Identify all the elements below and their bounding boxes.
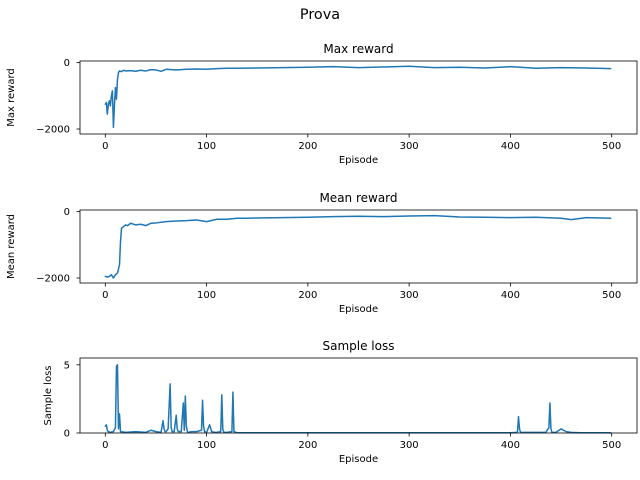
mean-reward-series-line (104, 214, 612, 279)
max-reward-x-tick-label: 0 (102, 141, 108, 152)
max-reward-series-line (104, 65, 612, 129)
sample-loss-title: Sample loss (323, 339, 395, 353)
max-reward-y-axis-label: Max reward (6, 68, 17, 127)
mean-reward-y-axis-label: Mean reward (6, 214, 17, 279)
max-reward-x-tick-label: 300 (400, 141, 419, 152)
mean-reward-panel: 0 100 200 300 400 500 −2000 0 Mean reward Episode… (6, 191, 638, 315)
sample-loss-y-axis-label: Sample loss (43, 366, 54, 426)
mean-reward-x-axis-label: Episode (339, 304, 378, 315)
max-reward-axes-frame (79, 60, 638, 135)
mean-reward-x-tick-label: 300 (400, 290, 419, 301)
sample-loss-x-tick-label: 0 (102, 440, 108, 451)
mean-reward-y-tick-label: 0 (64, 207, 70, 218)
sample-loss-y-tick-label: 0 (64, 429, 70, 440)
mean-reward-x-tick-label: 0 (102, 290, 108, 301)
mean-reward-x-tick-label: 400 (501, 290, 520, 301)
mean-reward-axes-frame (79, 209, 638, 284)
sample-loss-series-line (104, 364, 612, 434)
max-reward-y-tick-label: 0 (64, 58, 70, 69)
mean-reward-x-tick-label: 100 (197, 290, 216, 301)
figure-suptitle: Prova (300, 7, 340, 23)
max-reward-x-tick-label: 400 (501, 141, 520, 152)
sample-loss-y-tick-label: 5 (64, 360, 70, 371)
max-reward-x-tick-label: 200 (298, 141, 317, 152)
sample-loss-x-tick-label: 300 (400, 440, 419, 451)
sample-loss-x-tick-label: 200 (298, 440, 317, 451)
mean-reward-x-tick-label: 200 (298, 290, 317, 301)
max-reward-x-axis-label: Episode (339, 155, 378, 166)
sample-loss-x-tick-label: 400 (501, 440, 520, 451)
sample-loss-x-tick-label: 100 (197, 440, 216, 451)
max-reward-x-tick-label: 500 (602, 141, 621, 152)
mean-reward-x-tick-label: 500 (602, 290, 621, 301)
max-reward-panel: 0 100 200 300 400 500 −2000 0 Max reward Episode M… (6, 42, 638, 166)
max-reward-y-tick-label: −2000 (36, 125, 70, 136)
sample-loss-axes-frame (79, 357, 638, 434)
mean-reward-y-tick-label: −2000 (36, 274, 70, 285)
mean-reward-title: Mean reward (319, 191, 397, 205)
sample-loss-x-axis-label: Episode (339, 454, 378, 465)
sample-loss-panel: 0 100 200 300 400 500 0 5 Sample loss Episode Samp… (43, 339, 638, 465)
max-reward-x-tick-label: 100 (197, 141, 216, 152)
sample-loss-x-tick-label: 500 (602, 440, 621, 451)
max-reward-title: Max reward (323, 42, 393, 56)
